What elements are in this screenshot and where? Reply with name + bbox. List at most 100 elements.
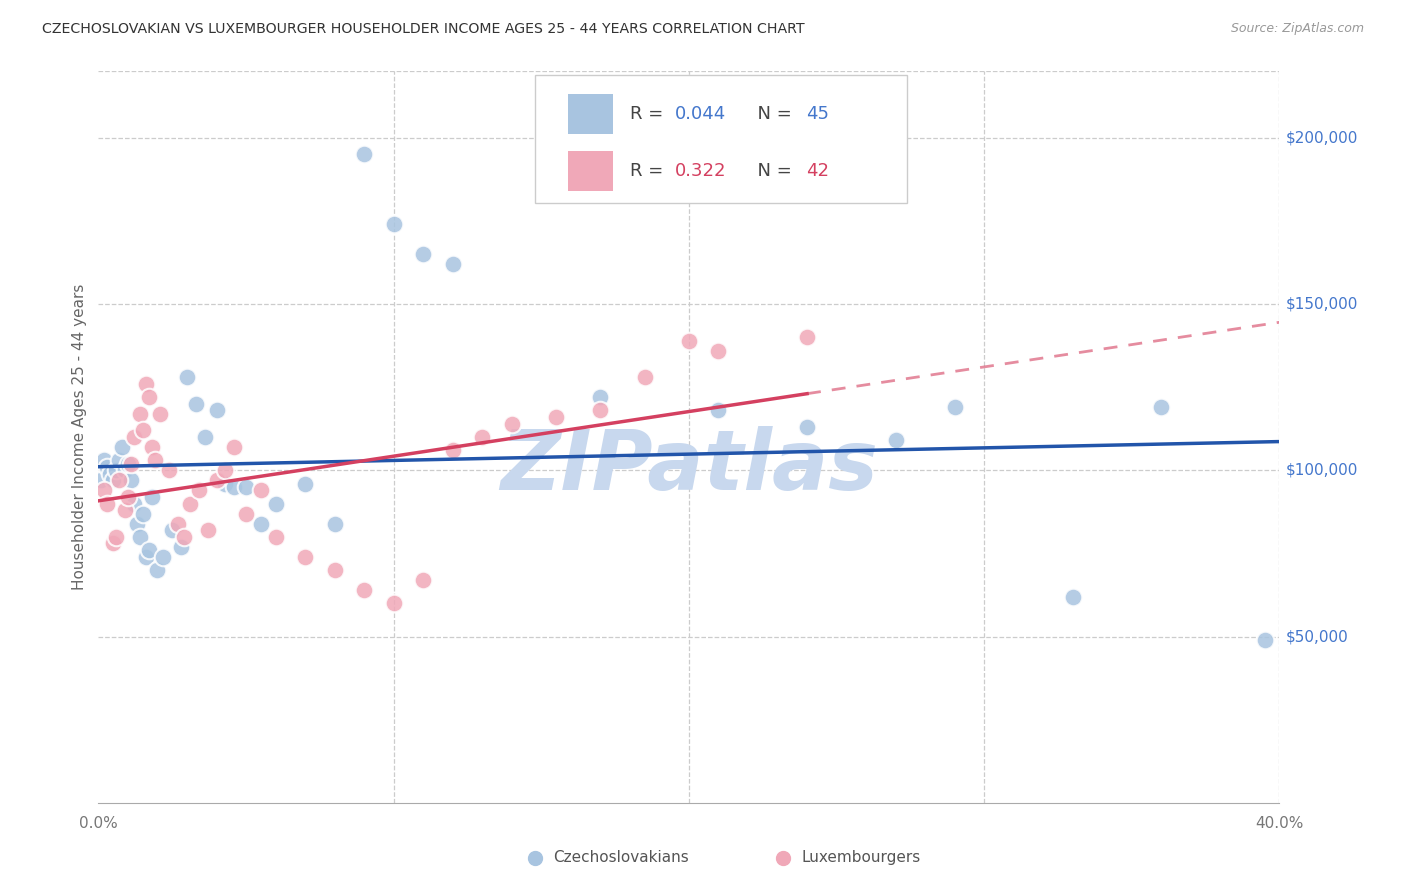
- Point: [187, 483, 209, 498]
- Point: [353, 582, 375, 597]
- FancyBboxPatch shape: [536, 75, 907, 203]
- Text: N =: N =: [745, 161, 797, 180]
- Point: [141, 490, 163, 504]
- Point: [796, 420, 818, 434]
- Point: [138, 390, 160, 404]
- Point: [224, 440, 246, 454]
- Point: [471, 430, 494, 444]
- Point: [93, 453, 115, 467]
- Point: [544, 410, 567, 425]
- Point: [173, 530, 195, 544]
- Point: [943, 400, 966, 414]
- Y-axis label: Householder Income Ages 25 - 44 years: Householder Income Ages 25 - 44 years: [72, 284, 87, 591]
- Point: [294, 549, 316, 564]
- FancyBboxPatch shape: [568, 94, 613, 134]
- Point: [214, 463, 236, 477]
- Text: $100,000: $100,000: [1285, 463, 1358, 478]
- Point: [157, 463, 180, 477]
- Point: [589, 390, 612, 404]
- Point: [176, 370, 198, 384]
- Point: [1180, 796, 1202, 810]
- Point: [441, 443, 464, 458]
- Point: [589, 403, 612, 417]
- Text: 45: 45: [806, 105, 830, 123]
- Point: [152, 549, 174, 564]
- Point: [135, 376, 157, 391]
- Point: [170, 540, 193, 554]
- Point: [98, 467, 121, 481]
- Point: [93, 483, 115, 498]
- Point: [120, 473, 142, 487]
- Text: $50,000: $50,000: [1285, 629, 1348, 644]
- Text: $200,000: $200,000: [1285, 130, 1358, 145]
- Point: [412, 573, 434, 587]
- Point: [382, 596, 405, 610]
- Text: $150,000: $150,000: [1285, 297, 1358, 311]
- Point: [501, 417, 523, 431]
- Point: [382, 217, 405, 231]
- Point: [412, 247, 434, 261]
- Point: [132, 424, 155, 438]
- Point: [884, 434, 907, 448]
- Point: [117, 457, 139, 471]
- Point: [135, 549, 157, 564]
- Point: [132, 507, 155, 521]
- Point: [633, 370, 655, 384]
- Point: [162, 523, 183, 537]
- Point: [707, 343, 730, 358]
- Point: [323, 563, 346, 577]
- Point: [184, 397, 207, 411]
- Point: [111, 440, 134, 454]
- Text: R =: R =: [630, 161, 669, 180]
- Point: [105, 463, 128, 477]
- Point: [117, 490, 139, 504]
- Point: [114, 503, 136, 517]
- Point: [235, 480, 257, 494]
- Point: [90, 473, 112, 487]
- Point: [264, 497, 287, 511]
- Point: [128, 407, 150, 421]
- Point: [149, 407, 172, 421]
- Point: [122, 430, 145, 444]
- Point: [167, 516, 190, 531]
- Point: [214, 476, 236, 491]
- Text: 0.044: 0.044: [675, 105, 725, 123]
- Point: [224, 480, 246, 494]
- Point: [179, 497, 201, 511]
- Point: [197, 523, 219, 537]
- Text: 0.322: 0.322: [675, 161, 727, 180]
- Point: [108, 453, 131, 467]
- Point: [103, 473, 125, 487]
- Point: [294, 476, 316, 491]
- Text: Czechoslovakians: Czechoslovakians: [553, 850, 689, 865]
- Point: [707, 403, 730, 417]
- Point: [205, 473, 228, 487]
- Point: [1062, 590, 1084, 604]
- Point: [143, 453, 166, 467]
- Point: [353, 147, 375, 161]
- Point: [205, 403, 228, 417]
- Point: [128, 530, 150, 544]
- Point: [122, 497, 145, 511]
- Point: [235, 507, 257, 521]
- Text: 42: 42: [806, 161, 830, 180]
- Point: [96, 497, 118, 511]
- FancyBboxPatch shape: [568, 151, 613, 191]
- Text: Luxembourgers: Luxembourgers: [801, 850, 921, 865]
- Point: [323, 516, 346, 531]
- Point: [96, 460, 118, 475]
- Text: CZECHOSLOVAKIAN VS LUXEMBOURGER HOUSEHOLDER INCOME AGES 25 - 44 YEARS CORRELATIO: CZECHOSLOVAKIAN VS LUXEMBOURGER HOUSEHOL…: [42, 22, 804, 37]
- Point: [441, 257, 464, 271]
- Point: [120, 457, 142, 471]
- Point: [1254, 632, 1277, 647]
- Point: [114, 463, 136, 477]
- Point: [138, 543, 160, 558]
- Text: ZIPatlas: ZIPatlas: [501, 425, 877, 507]
- Point: [125, 516, 148, 531]
- Text: N =: N =: [745, 105, 797, 123]
- Point: [141, 440, 163, 454]
- Point: [108, 473, 131, 487]
- Point: [264, 530, 287, 544]
- Point: [194, 430, 217, 444]
- Point: [146, 563, 169, 577]
